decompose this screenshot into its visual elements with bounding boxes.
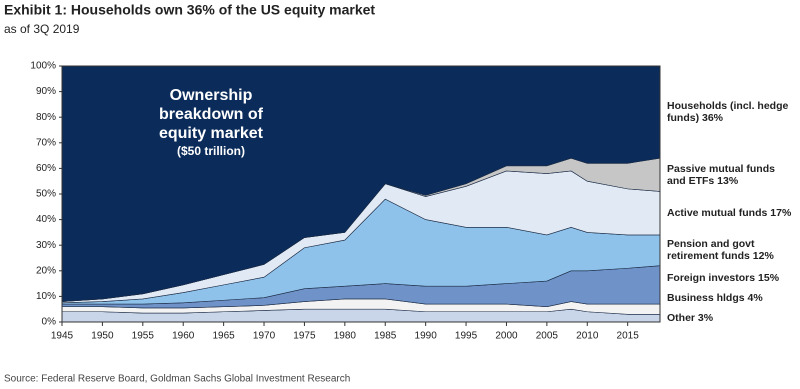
series-label: Other 3% <box>667 312 714 325</box>
series-label: Foreign investors 15% <box>667 272 780 285</box>
x-tick-label: 1990 <box>415 331 438 342</box>
y-tick-label: 60% <box>36 163 56 174</box>
y-tick-label: 100% <box>30 61 56 72</box>
x-tick-label: 1955 <box>132 331 155 342</box>
y-tick-label: 80% <box>36 112 56 123</box>
x-tick-label: 1950 <box>91 331 114 342</box>
x-tick-label: 1995 <box>455 331 478 342</box>
y-tick-label: 10% <box>36 291 56 302</box>
series-label: Active mutual funds 17% <box>667 207 792 220</box>
x-tick-label: 1945 <box>51 331 74 342</box>
x-tick-label: 1965 <box>212 331 235 342</box>
y-tick-label: 90% <box>36 86 56 97</box>
x-tick-label: 1970 <box>253 331 276 342</box>
y-tick-label: 0% <box>42 317 57 328</box>
y-tick-label: 50% <box>36 189 56 200</box>
series-label: Business hldgs 4% <box>667 292 763 305</box>
x-tick-label: 2010 <box>576 331 599 342</box>
x-tick-label: 2015 <box>617 331 640 342</box>
x-tick-label: 2000 <box>495 331 518 342</box>
x-tick-label: 1985 <box>374 331 397 342</box>
chart-title: Exhibit 1: Households own 36% of the US … <box>4 2 375 18</box>
x-tick-label: 2005 <box>536 331 559 342</box>
series-label: Pension and govt retirement funds 12% <box>667 238 774 263</box>
annotation: Ownership breakdown of equity market <box>158 87 264 142</box>
y-tick-label: 30% <box>36 240 56 251</box>
x-tick-label: 1980 <box>334 331 357 342</box>
series-label: Passive mutual funds and ETFs 13% <box>667 162 775 187</box>
annotation-sub: ($50 trillion) <box>176 144 245 158</box>
y-tick-label: 20% <box>36 265 56 276</box>
x-tick-label: 1975 <box>293 331 316 342</box>
x-tick-label: 1960 <box>172 331 195 342</box>
y-tick-label: 40% <box>36 214 56 225</box>
chart-subtitle: as of 3Q 2019 <box>4 22 80 36</box>
y-tick-label: 70% <box>36 137 56 148</box>
source-note: Source: Federal Reserve Board, Goldman S… <box>4 374 350 385</box>
series-label: Households (incl. hedge funds) 36% <box>667 100 789 125</box>
